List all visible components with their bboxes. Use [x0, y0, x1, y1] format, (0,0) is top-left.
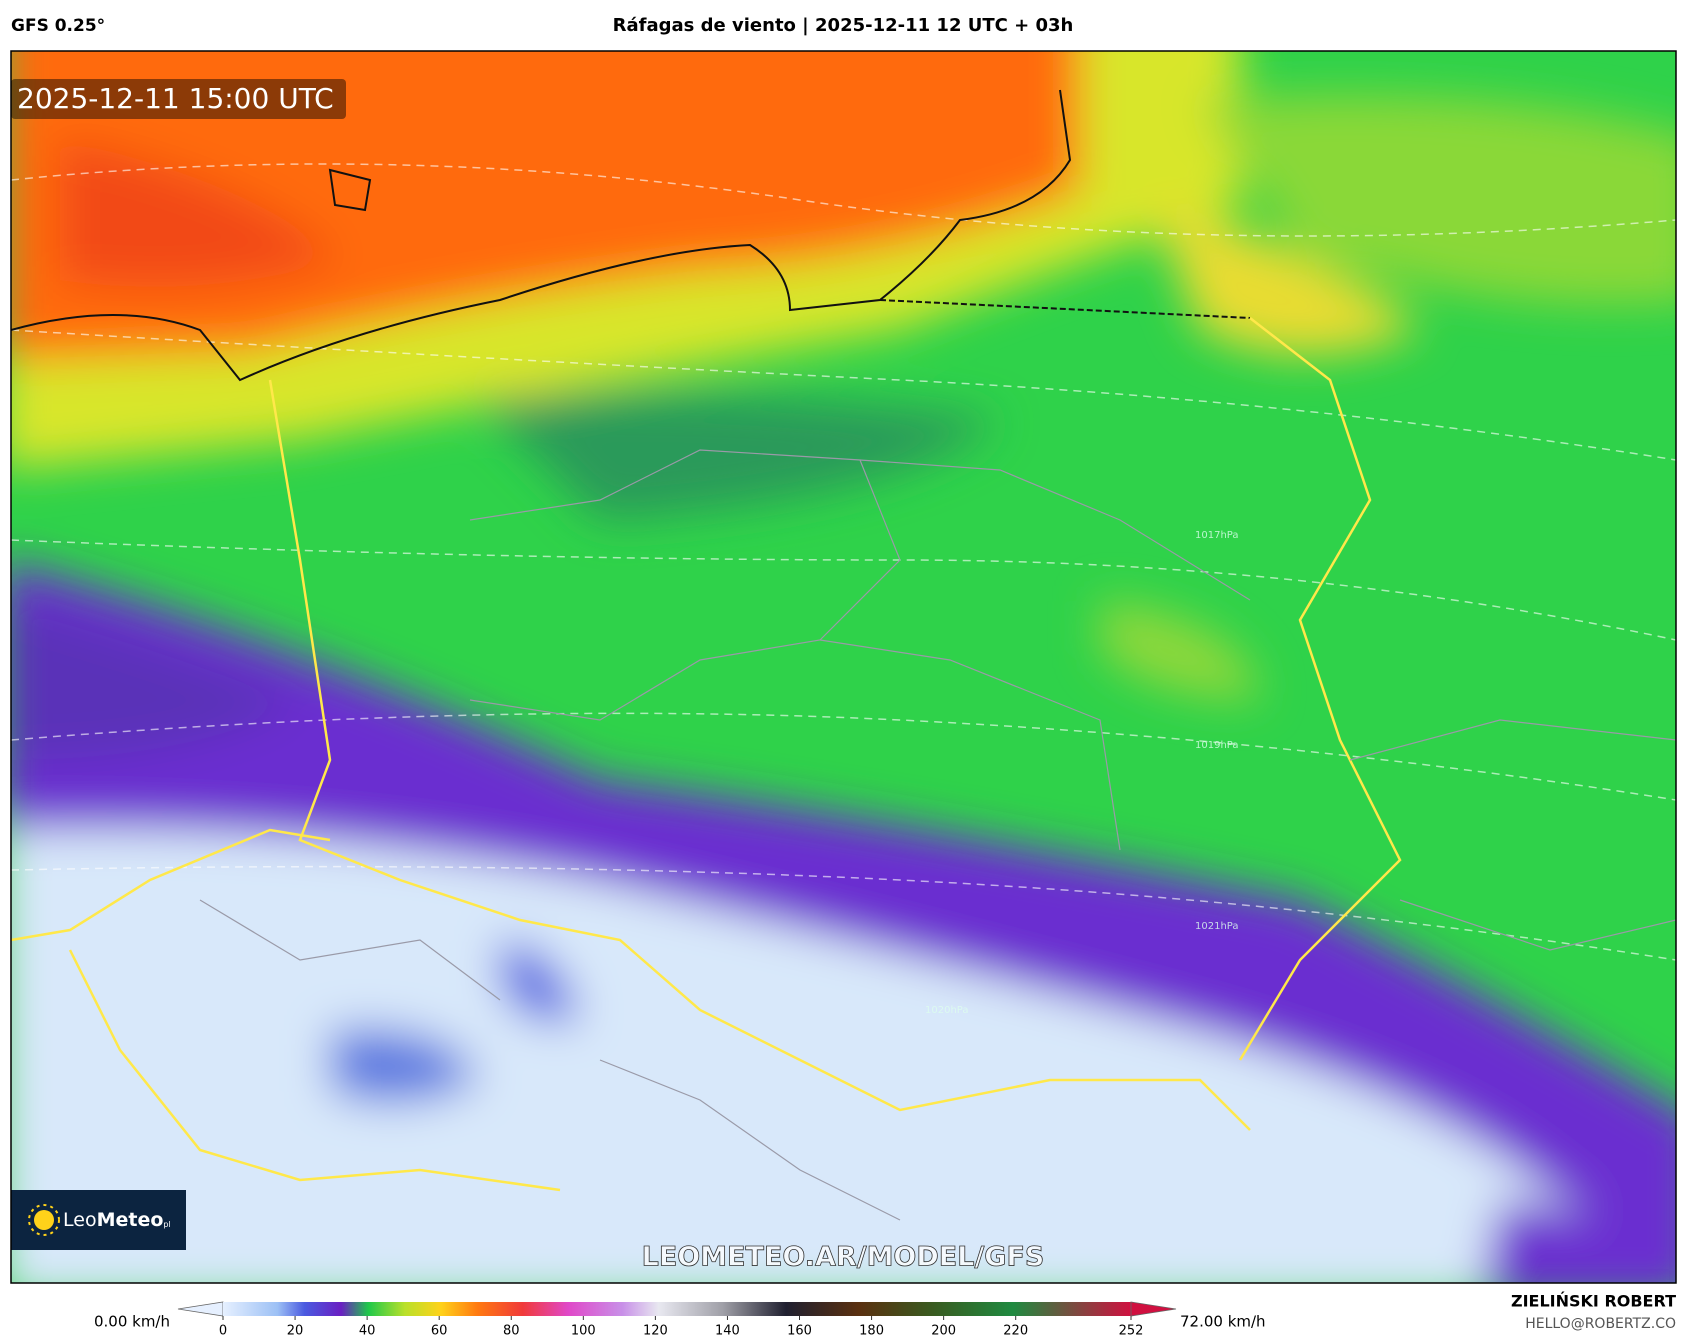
- logo-text: LeoMeteopl: [63, 1209, 171, 1231]
- isobars: [11, 163, 1676, 961]
- valid-time: 2025-12-11 15:00 UTC: [17, 82, 334, 115]
- isobar-label: 1019hPa: [1195, 740, 1239, 751]
- colorbar-tick-label: 60: [431, 1324, 448, 1339]
- colorbar-tick-label: 252: [1119, 1324, 1144, 1339]
- colorbar-tick-label: 20: [287, 1324, 304, 1339]
- map-area: 1017hPa 1019hPa 1021hPa 1020hPa 2025-12-…: [11, 51, 1676, 1283]
- border: [879, 299, 1251, 319]
- colorbar-tick-label: 200: [931, 1324, 956, 1339]
- logo-sun-rays: [28, 1204, 60, 1236]
- colorbar-tick-label: 220: [1003, 1324, 1028, 1339]
- coastline: [11, 89, 1072, 382]
- map-title: Ráfagas de viento | 2025-12-11 12 UTC + …: [613, 15, 1074, 36]
- colorbar-tick-label: 40: [359, 1324, 376, 1339]
- isobar-labels: 1017hPa 1019hPa 1021hPa 1020hPa: [925, 530, 1239, 1016]
- colorbar: 0.00 km/h 72.00 km/h 0 20 40 60 80 100 120 140 1…: [94, 1301, 1266, 1339]
- logo-sun: [34, 1210, 54, 1230]
- isobar-label: 1021hPa: [1195, 921, 1239, 932]
- model-name: GFS 0.25°: [11, 16, 105, 36]
- national-borders: [11, 317, 1402, 1192]
- colorbar-gradient: [223, 1302, 1131, 1316]
- colorbar-tick-label: 140: [715, 1324, 740, 1339]
- watermark: LEOMETEO.AR/MODEL/GFS: [642, 1242, 1045, 1273]
- colorbar-tick-label: 0: [219, 1324, 227, 1339]
- colorbar-extend-low: [177, 1301, 224, 1317]
- colorbar-min-label: 0.00 km/h: [94, 1313, 170, 1331]
- isobar-label: 1020hPa: [925, 1005, 969, 1016]
- map-frame: [10, 50, 1677, 1284]
- colorbar-tick-label: 100: [571, 1324, 596, 1339]
- colorbar-extend-high: [1130, 1301, 1177, 1317]
- time-box: [11, 79, 346, 119]
- colorbar-tick-label: 180: [859, 1324, 884, 1339]
- regional-borders: [199, 449, 1676, 1221]
- colorbar-tick-label: 80: [503, 1324, 520, 1339]
- colorbar-max-label: 72.00 km/h: [1180, 1313, 1266, 1331]
- author: ZIELIŃSKI ROBERT: [1511, 1292, 1676, 1311]
- email: HELLO@ROBERTZ.CO: [1525, 1316, 1676, 1332]
- colorbar-tick-label: 160: [787, 1324, 812, 1339]
- isobar-label: 1017hPa: [1195, 530, 1239, 541]
- colorbar-tick-label: 120: [643, 1324, 668, 1339]
